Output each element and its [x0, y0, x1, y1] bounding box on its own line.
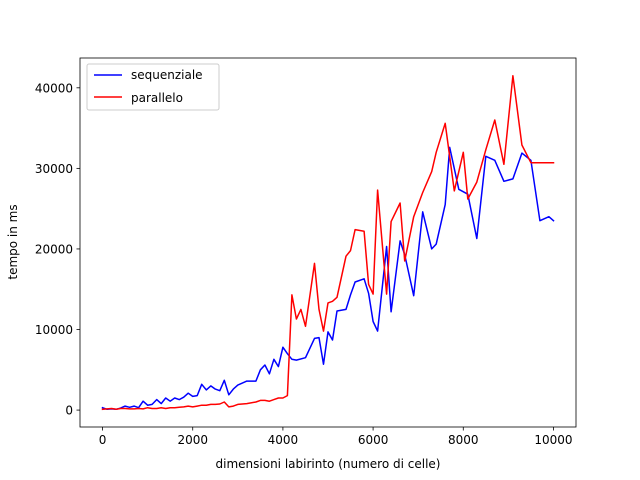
y-tick-label: 20000: [35, 242, 73, 256]
y-tick-label: 40000: [35, 81, 73, 95]
y-tick-label: 10000: [35, 323, 73, 337]
x-tick-label: 10000: [534, 433, 572, 447]
x-tick-label: 4000: [268, 433, 299, 447]
plot-area: [80, 58, 576, 427]
x-tick-label: 0: [99, 433, 107, 447]
x-axis: 0 2000 4000 6000 8000 10000: [99, 427, 573, 447]
series-line-parallelo: [101, 74, 555, 411]
legend-label-sequenziale: sequenziale: [131, 68, 203, 82]
x-tick-label: 6000: [358, 433, 389, 447]
series-line-sequenziale: [101, 146, 555, 411]
plot-frame: [79, 57, 577, 428]
y-axis-label: tempo in ms: [6, 204, 20, 279]
legend: sequenziale parallelo: [86, 63, 220, 111]
y-tick-label: 30000: [35, 162, 73, 176]
legend-label-parallelo: parallelo: [131, 91, 183, 105]
y-tick-label: 0: [65, 404, 73, 418]
series-layer: [101, 74, 555, 411]
x-axis-label: dimensioni labirinto (numero di celle): [216, 457, 441, 471]
x-tick-label: 2000: [177, 433, 208, 447]
y-axis: 0 10000 20000 30000 40000: [35, 81, 80, 418]
x-tick-label: 8000: [448, 433, 479, 447]
